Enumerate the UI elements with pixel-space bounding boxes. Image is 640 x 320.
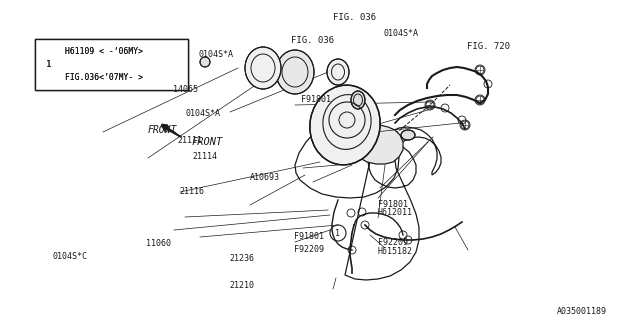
Text: 14065: 14065 [173,85,198,94]
Text: 21116: 21116 [179,188,204,196]
Polygon shape [353,125,403,164]
Bar [35,39,188,90]
Text: H615182: H615182 [378,247,413,256]
Text: A035001189: A035001189 [557,308,607,316]
Text: 21236: 21236 [229,254,254,263]
Text: F92209: F92209 [294,245,324,254]
Text: 0104S*A: 0104S*A [186,109,221,118]
Text: FRONT: FRONT [192,137,223,147]
Bar [35,39,188,90]
Text: F91801: F91801 [378,200,408,209]
Text: A10693: A10693 [250,173,280,182]
Text: FIG. 036: FIG. 036 [333,13,376,22]
Ellipse shape [276,50,314,94]
Text: 1: 1 [46,60,52,69]
Text: 11060: 11060 [146,239,171,248]
Text: 21114: 21114 [192,152,217,161]
Text: 1: 1 [335,228,340,237]
Text: FIG. 720: FIG. 720 [467,42,510,51]
Text: H612011: H612011 [378,208,413,217]
Ellipse shape [351,91,365,109]
Text: 0104S*A: 0104S*A [384,29,419,38]
Text: FIG.036<’07MY- >: FIG.036<’07MY- > [65,73,143,82]
Ellipse shape [245,47,281,89]
Text: FRONT: FRONT [147,124,177,135]
Text: F91801: F91801 [294,232,324,241]
Text: F92209: F92209 [378,238,408,247]
Text: FIG.036<’07MY- >: FIG.036<’07MY- > [65,73,143,82]
Text: F91801: F91801 [301,95,331,104]
Text: 0104S*C: 0104S*C [52,252,88,261]
Ellipse shape [327,59,349,85]
Circle shape [200,57,210,67]
Text: 0104S*A: 0104S*A [198,50,234,59]
Ellipse shape [401,130,415,140]
Text: H61109 < -’06MY>: H61109 < -’06MY> [65,47,143,56]
Text: 21111: 21111 [178,136,203,145]
Text: 1: 1 [46,60,52,69]
Text: H61109 < -’06MY>: H61109 < -’06MY> [65,47,143,56]
Text: FIG. 036: FIG. 036 [291,36,334,44]
Ellipse shape [310,85,380,165]
Text: 21210: 21210 [229,281,254,290]
